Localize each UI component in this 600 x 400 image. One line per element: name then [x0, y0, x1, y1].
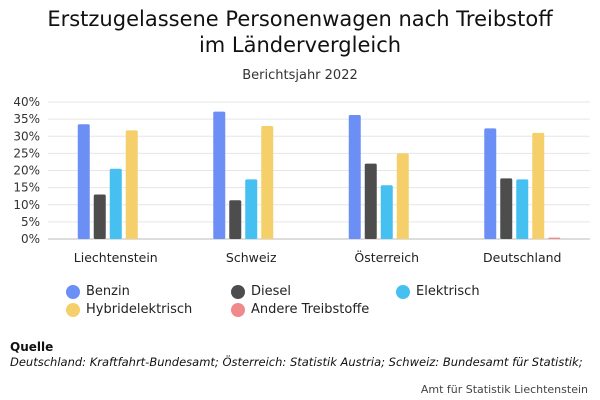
bar-diesel	[364, 163, 377, 239]
y-tick-label: 0%	[21, 232, 40, 246]
legend-item[interactable]: Diesel	[231, 284, 291, 299]
chart-title-line-2: im Ländervergleich	[198, 33, 402, 57]
x-category-label: Deutschland	[483, 250, 561, 265]
y-tick-label: 10%	[13, 198, 40, 212]
x-category-label: Liechtenstein	[74, 250, 158, 265]
bar-benzin	[77, 124, 90, 239]
legend-swatch	[231, 302, 245, 317]
legend-item[interactable]: Hybridelektrisch	[66, 302, 192, 317]
bar-benzin	[484, 128, 497, 239]
bar-hybridelektrisch	[532, 132, 545, 239]
chart-title-line-1: Erstzugelassene Personenwagen nach Treib…	[47, 7, 553, 31]
y-tick-label: 35%	[13, 112, 40, 126]
y-tick-label: 40%	[13, 95, 40, 109]
y-tick-label: 20%	[13, 164, 40, 178]
legend-swatch	[396, 284, 410, 299]
bar-elektrisch	[516, 179, 529, 239]
bar-benzin	[348, 115, 361, 239]
bar-elektrisch	[109, 168, 122, 239]
legend-item[interactable]: Benzin	[66, 284, 130, 299]
legend-label: Hybridelektrisch	[86, 302, 193, 317]
x-category-label: Schweiz	[226, 250, 277, 265]
x-category-label: Österreich	[354, 249, 419, 265]
chart-title: Erstzugelassene Personenwagen nach Treib…	[0, 6, 600, 58]
bar-benzin	[213, 111, 226, 239]
legend-item[interactable]: Andere Treibstoffe	[231, 302, 369, 317]
y-tick-label: 25%	[13, 146, 40, 160]
bar-chart: 0% 5% 10% 15% 20% 25% 30% 35% 40% Liechtenstein Sc…	[13, 95, 590, 265]
bar-diesel	[229, 200, 242, 239]
bar-elektrisch	[380, 185, 393, 239]
legend-item[interactable]: Elektrisch	[396, 284, 480, 299]
legend-swatch	[231, 284, 245, 299]
y-tick-label: 15%	[13, 181, 40, 195]
source-heading: Quelle	[10, 340, 54, 354]
source-text: Deutschland: Kraftfahrt-Bundesamt; Öster…	[10, 355, 583, 369]
publisher-credit: Amt für Statistik Liechtenstein	[420, 383, 588, 396]
legend-label: Elektrisch	[416, 284, 480, 299]
bar-hybridelektrisch	[261, 125, 274, 239]
legend-label: Diesel	[251, 284, 292, 299]
bar-hybridelektrisch	[396, 153, 409, 239]
bar-hybridelektrisch	[125, 130, 138, 239]
legend-swatch	[66, 302, 80, 317]
legend-label: Benzin	[86, 284, 130, 299]
y-tick-label: 5%	[21, 215, 40, 229]
chart-subtitle: Berichtsjahr 2022	[242, 68, 358, 83]
bar-elektrisch	[245, 179, 258, 239]
bar-andere-treibstoffe	[548, 237, 561, 239]
legend-swatch	[66, 284, 80, 299]
y-tick-label: 30%	[13, 129, 40, 143]
legend-label: Andere Treibstoffe	[251, 302, 370, 317]
bar-diesel	[93, 194, 106, 239]
bar-diesel	[500, 178, 513, 239]
